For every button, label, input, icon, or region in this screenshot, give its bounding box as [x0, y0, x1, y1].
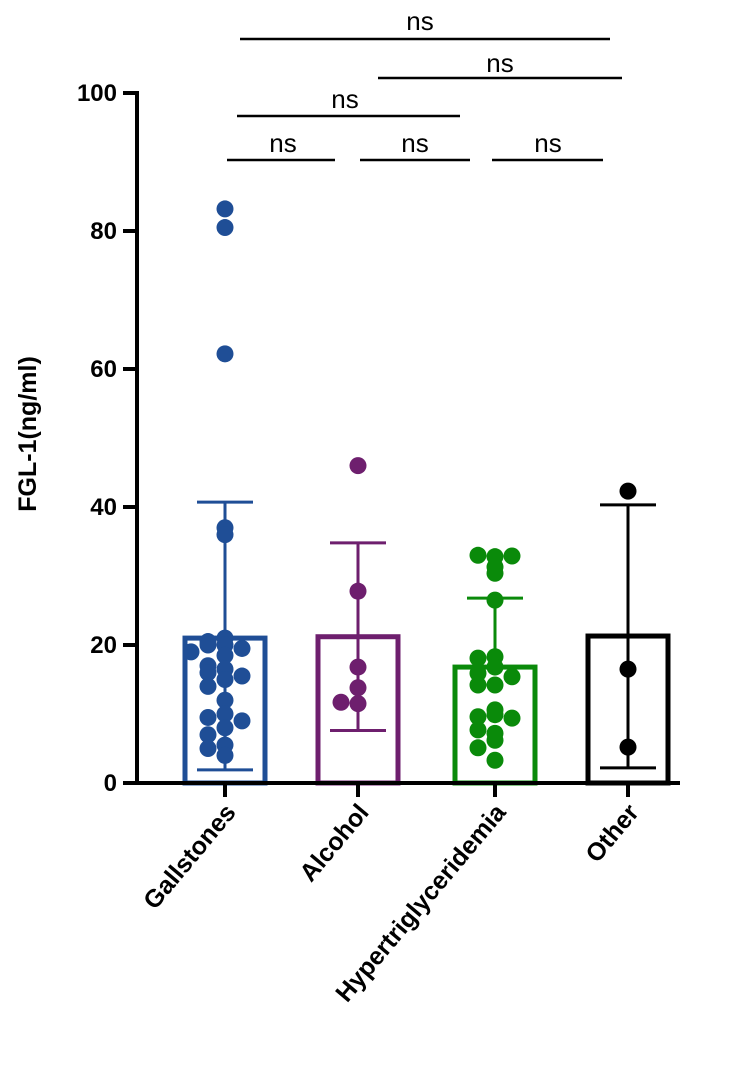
data-point: [619, 660, 637, 678]
data-point: [199, 664, 217, 682]
data-point: [349, 658, 367, 676]
data-point: [216, 646, 234, 664]
data-point: [216, 691, 234, 709]
data-point: [216, 200, 234, 218]
data-point: [469, 708, 487, 726]
data-point: [503, 547, 521, 565]
data-point: [332, 693, 350, 711]
data-point: [199, 677, 217, 695]
y-tick-label: 40: [90, 494, 117, 521]
bar-group-alcohol: [315, 457, 401, 786]
x-tick-label: Other: [580, 799, 644, 868]
data-point: [486, 658, 504, 676]
significance-label: ns: [486, 48, 513, 78]
data-point: [349, 695, 367, 713]
y-axis: 0 20 40 60 80 100: [77, 80, 139, 797]
data-point: [503, 709, 521, 727]
y-tick-label: 20: [90, 632, 117, 659]
data-point: [503, 668, 521, 686]
significance-label: ns: [534, 128, 561, 158]
data-point: [486, 751, 504, 769]
data-point: [349, 679, 367, 697]
data-point: [486, 676, 504, 694]
data-point: [469, 721, 487, 739]
data-point: [233, 639, 251, 657]
data-point: [486, 731, 504, 749]
y-tick-label: 100: [77, 80, 117, 107]
significance-label: ns: [331, 84, 358, 114]
data-point: [619, 738, 637, 756]
x-tick-label: Alcohol: [294, 799, 374, 887]
significance-label: ns: [406, 6, 433, 36]
y-tick-label: 0: [104, 770, 117, 797]
x-tick-label: Gallstones: [138, 799, 242, 915]
data-point: [216, 705, 234, 723]
data-point: [199, 726, 217, 744]
significance-label: ns: [269, 128, 296, 158]
data-point: [469, 546, 487, 564]
bars: [182, 200, 671, 786]
data-point: [619, 482, 637, 500]
significance-label: ns: [401, 128, 428, 158]
y-tick-label: 80: [90, 218, 117, 245]
data-point: [349, 582, 367, 600]
data-point: [233, 667, 251, 685]
significance-brackets: ns ns ns ns ns ns: [227, 6, 622, 162]
data-point: [216, 719, 234, 737]
data-point: [216, 746, 234, 764]
data-point: [199, 636, 217, 654]
data-point: [469, 676, 487, 694]
bar-group-other: [585, 482, 671, 786]
data-point: [469, 739, 487, 757]
data-point: [199, 708, 217, 726]
data-point: [486, 564, 504, 582]
data-point: [233, 712, 251, 730]
data-point: [199, 740, 217, 757]
data-point: [216, 345, 234, 363]
bar-group-gallstones: [182, 200, 268, 786]
data-point: [469, 649, 487, 667]
data-point: [486, 706, 504, 724]
y-axis-label: FGL-1(ng/ml): [14, 356, 42, 512]
data-point: [349, 457, 367, 475]
data-point: [216, 671, 234, 688]
y-tick-label: 60: [90, 356, 117, 383]
data-point: [216, 219, 234, 237]
bar-group-hypertriglyceridemia: [452, 546, 538, 786]
data-point: [216, 526, 234, 544]
data-point: [182, 643, 200, 661]
data-point: [486, 591, 504, 609]
data-point: [469, 664, 487, 682]
